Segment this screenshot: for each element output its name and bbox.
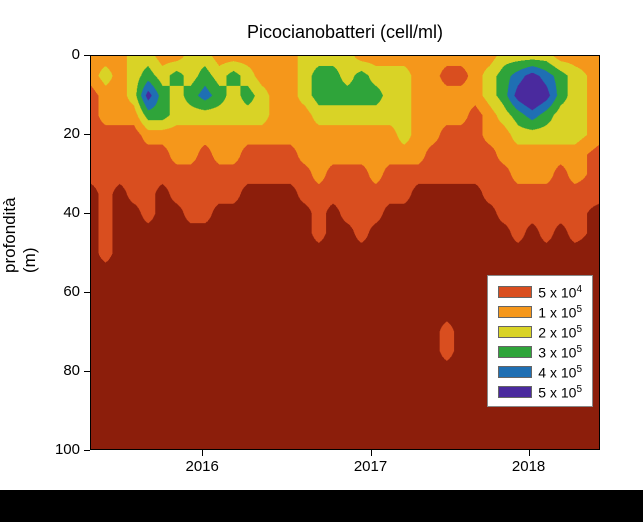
y-tick-label: 80	[63, 362, 80, 379]
legend-swatch	[498, 306, 532, 318]
y-tick-label: 60	[63, 283, 80, 300]
y-tick-label: 100	[55, 441, 80, 458]
legend-label: 5 x 104	[538, 284, 582, 301]
legend-swatch	[498, 386, 532, 398]
legend-swatch	[498, 346, 532, 358]
legend-label: 4 x 105	[538, 364, 582, 381]
legend: 5 x 104 1 x 105 2 x 105 3 x 105 4 x 105 5 x 1…	[487, 275, 593, 407]
y-tick-label: 0	[72, 46, 80, 63]
x-tick-label: 2018	[504, 458, 554, 475]
legend-item: 5 x 104	[498, 282, 582, 302]
legend-item: 5 x 105	[498, 382, 582, 402]
y-tick-label: 40	[63, 204, 80, 221]
legend-item: 4 x 105	[498, 362, 582, 382]
chart-container: Picocianobatteri (cell/ml) profondità (m…	[0, 0, 643, 522]
x-tick-label: 2017	[346, 458, 396, 475]
legend-swatch	[498, 366, 532, 378]
legend-swatch	[498, 326, 532, 338]
legend-label: 2 x 105	[538, 324, 582, 341]
chart-title: Picocianobatteri (cell/ml)	[90, 22, 600, 43]
legend-swatch	[498, 286, 532, 298]
legend-item: 3 x 105	[498, 342, 582, 362]
legend-item: 2 x 105	[498, 322, 582, 342]
y-axis-label: profondità (m)	[0, 249, 40, 273]
legend-label: 3 x 105	[538, 344, 582, 361]
legend-label: 5 x 105	[538, 384, 582, 401]
legend-label: 1 x 105	[538, 304, 582, 321]
y-tick-label: 20	[63, 125, 80, 142]
legend-item: 1 x 105	[498, 302, 582, 322]
x-tick-label: 2016	[177, 458, 227, 475]
